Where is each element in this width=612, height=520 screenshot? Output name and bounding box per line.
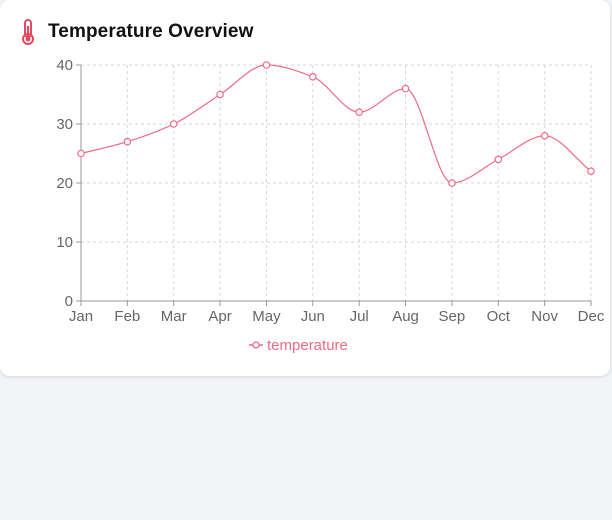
data-point-nov[interactable] — [540, 132, 549, 140]
data-point-aug[interactable] — [401, 84, 410, 93]
y-tick-label: 30 — [56, 116, 73, 133]
x-tick-label-jun: Jun — [301, 308, 325, 325]
temperature-line-chart: 0 10 20 30 40 Jan Feb Mar Apr May Jun Jul Aug Sep Oct N… — [56, 57, 605, 354]
card-title: Temperature Overview — [48, 21, 254, 42]
x-tick-label-may: May — [252, 308, 281, 325]
y-tick-label: 10 — [56, 234, 73, 251]
x-tick-label-oct: Oct — [487, 308, 511, 325]
x-tick-label-apr: Apr — [208, 308, 231, 325]
axes: 0 10 20 30 40 Jan Feb Mar Apr May Jun Jul Aug Sep Oct N… — [56, 57, 605, 325]
x-tick-label-sep: Sep — [439, 308, 466, 325]
y-tick-label: 0 — [65, 293, 73, 310]
data-points — [77, 61, 595, 187]
legend-label-temperature[interactable]: temperature — [267, 337, 348, 354]
data-point-jun[interactable] — [309, 73, 317, 81]
y-tick-label: 20 — [56, 175, 73, 192]
legend-marker — [252, 341, 260, 349]
x-tick-label-aug: Aug — [392, 308, 419, 325]
y-tick-label: 40 — [56, 57, 73, 74]
data-point-sep[interactable] — [448, 179, 456, 187]
x-tick-label-dec: Dec — [578, 308, 605, 325]
card-header: Temperature Overview — [20, 16, 253, 48]
data-point-mar[interactable] — [169, 120, 178, 128]
data-point-feb[interactable] — [123, 137, 132, 146]
x-tick-label-mar: Mar — [161, 308, 187, 325]
data-point-may[interactable] — [262, 61, 271, 69]
thermometer-icon — [22, 19, 34, 45]
x-tick-label-feb: Feb — [114, 308, 140, 325]
grid-lines — [81, 64, 592, 301]
temperature-card: Temperature Overview 0 10 20 30 40 Jan Feb Mar A… — [0, 0, 610, 376]
x-tick-label-jul: Jul — [350, 308, 369, 325]
data-point-jan[interactable] — [77, 149, 85, 158]
x-tick-label-nov: Nov — [531, 308, 558, 325]
chart-legend[interactable]: temperature — [249, 337, 348, 354]
data-point-jul[interactable] — [355, 108, 363, 117]
data-point-apr[interactable] — [216, 90, 224, 99]
x-tick-label-jan: Jan — [69, 308, 93, 325]
data-point-oct[interactable] — [494, 155, 503, 164]
data-point-dec[interactable] — [587, 167, 595, 176]
